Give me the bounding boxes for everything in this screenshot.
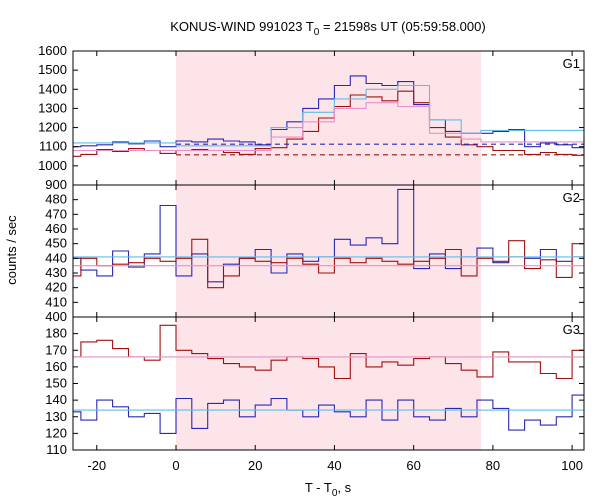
series-line-pink-3 (73, 102, 585, 157)
y-tick-label: 1300 (38, 100, 67, 115)
highlight-interval (175, 185, 482, 317)
y-tick-label: 900 (45, 177, 67, 192)
y-tick-label: 480 (45, 192, 67, 207)
x-axis-label: T - T0, s (305, 480, 352, 499)
series-line-blue-1 (73, 394, 584, 434)
y-tick-label: 120 (45, 425, 67, 440)
y-tick-label: 470 (45, 206, 67, 221)
y-tick-label: 430 (45, 265, 67, 280)
panel-label: G3 (563, 322, 580, 337)
panel-label: G1 (563, 56, 580, 71)
y-tick-label: 410 (45, 294, 67, 309)
y-tick-label: 1600 (38, 43, 67, 58)
y-tick-label: 1200 (38, 120, 67, 135)
y-tick-label: 1000 (38, 158, 67, 173)
y-tick-label: 170 (45, 342, 67, 357)
y-tick-label: 180 (45, 326, 67, 341)
y-tick-label: 420 (45, 280, 67, 295)
x-tick-label: 40 (327, 458, 341, 473)
series-line-blue-0 (73, 75, 584, 149)
y-tick-label: 400 (45, 309, 67, 324)
y-tick-label: 1100 (39, 139, 67, 154)
chart-panels: 9001000110012001300140015001600G14004104… (38, 43, 585, 473)
series-line-dark_red-0 (73, 324, 584, 380)
y-tick-label: 450 (45, 236, 67, 251)
y-tick-label: 1400 (38, 81, 67, 96)
y-tick-label: 150 (45, 376, 67, 391)
y-tick-label: 110 (46, 442, 67, 457)
y-tick-label: 130 (45, 409, 67, 424)
x-tick-label: 100 (561, 458, 583, 473)
y-axis-label: counts / sec (4, 215, 19, 285)
panel-g1: 900 1000 1100 1200 1300 1400 1500 1600 G1 (38, 43, 585, 192)
x-axis: -20 0 20 40 60 80 100 (87, 458, 583, 473)
panel-label: G2 (563, 190, 580, 205)
y-tick-label: 160 (45, 359, 67, 374)
chart-title: KONUS-WIND 991023 T0 = 21598s UT (05:59:… (170, 19, 485, 38)
y-tick-label: 1500 (38, 62, 67, 77)
series-line-dark_red-1 (73, 238, 584, 289)
x-tick-label: 80 (486, 458, 500, 473)
y-tick-label: 440 (45, 250, 67, 265)
y-tick-label: 460 (45, 221, 67, 236)
x-tick-label: 20 (248, 458, 262, 473)
y-tick-label: 140 (45, 392, 67, 407)
x-tick-label: 0 (172, 458, 179, 473)
x-tick-label: 60 (406, 458, 420, 473)
x-tick-label: -20 (87, 458, 106, 473)
highlight-interval (175, 317, 482, 450)
